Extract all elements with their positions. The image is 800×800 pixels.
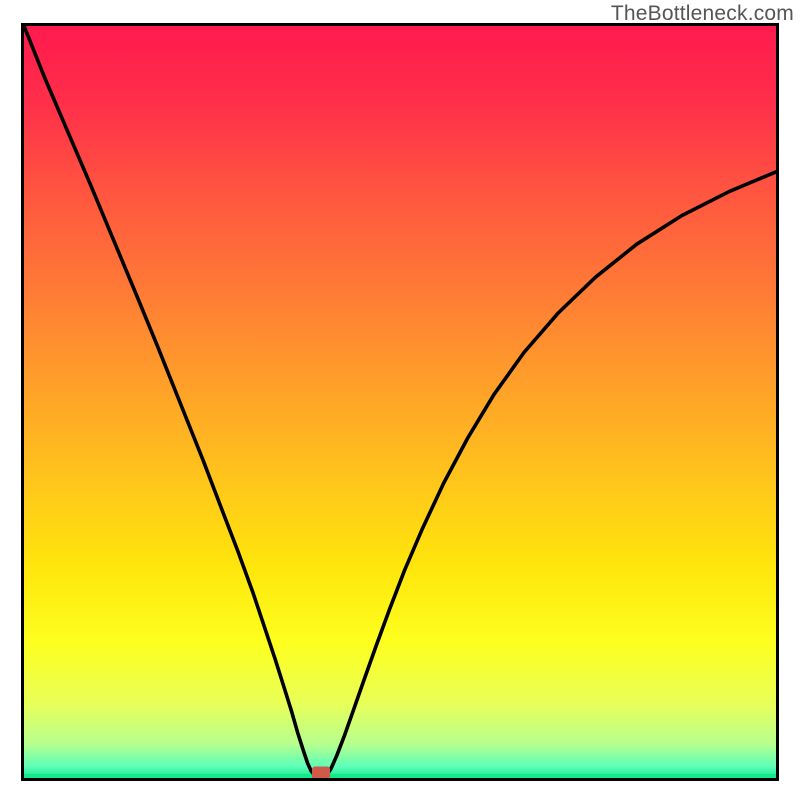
- bottleneck-curve: [24, 26, 776, 778]
- curve-layer: [24, 26, 776, 778]
- plot-area: [24, 26, 776, 778]
- watermark-text: TheBottleneck.com: [611, 2, 794, 26]
- minimum-marker: [312, 766, 330, 778]
